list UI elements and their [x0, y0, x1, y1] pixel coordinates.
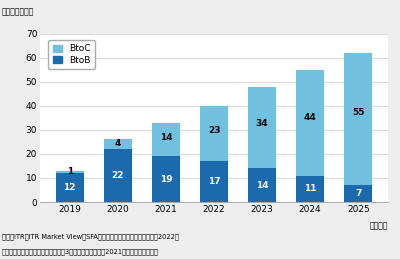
Text: （年度）: （年度） [370, 221, 388, 231]
Text: 11: 11 [304, 184, 316, 193]
Bar [248, 168, 276, 202]
Text: 23: 23 [208, 126, 220, 135]
Bar [200, 106, 228, 161]
Text: 7: 7 [355, 189, 362, 198]
Bar [296, 176, 324, 202]
Text: 12: 12 [64, 183, 76, 192]
Text: 22: 22 [112, 171, 124, 180]
Legend: BtoC, BtoB: BtoC, BtoB [48, 40, 95, 69]
Bar [248, 87, 276, 168]
Text: 4: 4 [115, 139, 121, 148]
Text: 14: 14 [256, 181, 268, 190]
Text: 14: 14 [160, 133, 172, 142]
Bar [152, 156, 180, 202]
Text: 1: 1 [67, 167, 73, 176]
Text: 44: 44 [304, 113, 316, 122]
Bar [56, 173, 84, 202]
Text: 17: 17 [208, 177, 220, 186]
Text: ＊ベンダーの売上金額を対象とし、3月期ベースで換算。2021年度以降は予測値。: ＊ベンダーの売上金額を対象とし、3月期ベースで換算。2021年度以降は予測値。 [2, 249, 159, 255]
Bar [200, 161, 228, 202]
Bar [56, 171, 84, 173]
Bar [104, 140, 132, 149]
Bar [344, 185, 372, 202]
Bar [152, 123, 180, 156]
Text: （単位：億円）: （単位：億円） [2, 8, 34, 17]
Bar [104, 149, 132, 202]
Bar [296, 70, 324, 176]
Text: 55: 55 [352, 108, 364, 117]
Text: 19: 19 [160, 175, 172, 184]
Bar [344, 53, 372, 185]
Text: 34: 34 [256, 119, 268, 128]
Text: 出典：ITR『ITR Market View：SFA／統合型マーケティング支援市場2022』: 出典：ITR『ITR Market View：SFA／統合型マーケティング支援市… [2, 233, 179, 240]
